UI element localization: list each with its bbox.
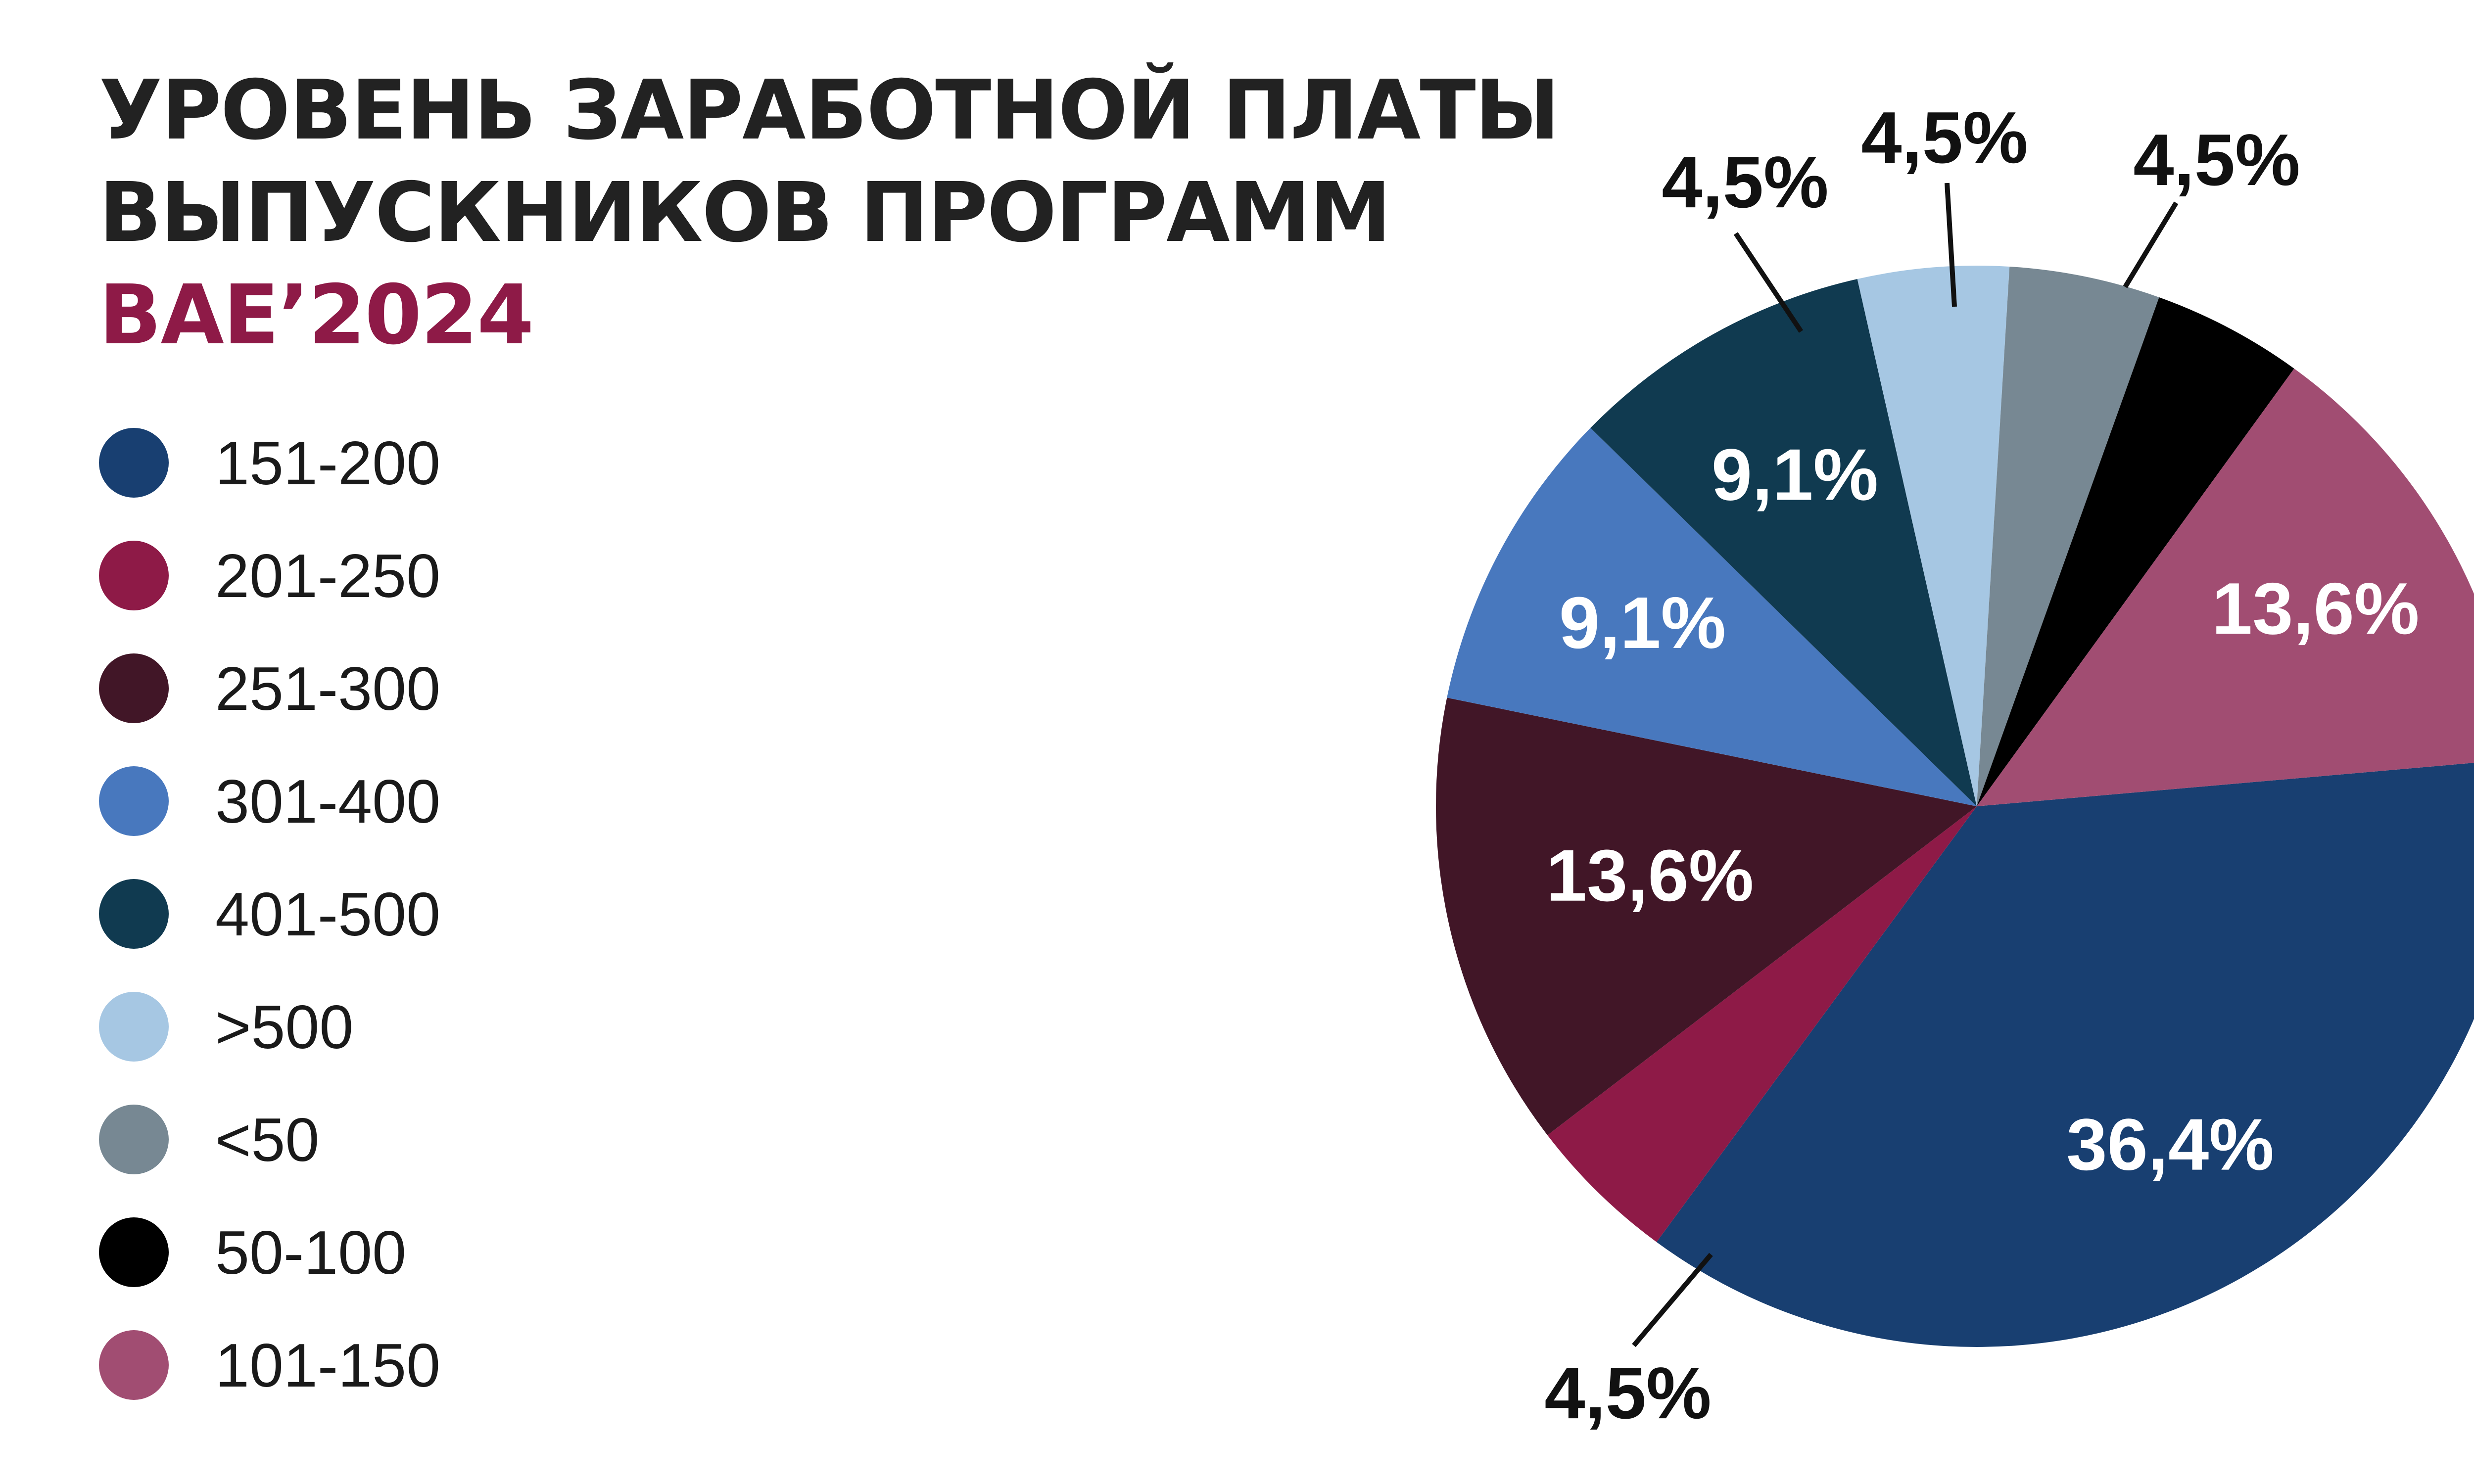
legend-swatch [99, 992, 169, 1062]
legend-swatch [99, 1217, 169, 1287]
chart-title: УРОВЕНЬ ЗАРАБОТНОЙ ПЛАТЫ ВЫПУСКНИКОВ ПРО… [99, 59, 1560, 367]
slice-label: 4,5% [1861, 97, 2028, 179]
legend-swatch [99, 1105, 169, 1174]
slice-label: 13,6% [2212, 568, 2420, 649]
pie-slice [1547, 806, 1977, 1242]
pie-slice [1656, 763, 2474, 1347]
slice-label: 9,1% [1559, 582, 1726, 664]
pie-slice [1977, 297, 2294, 807]
slice-label: 4,5% [2133, 119, 2300, 201]
legend-label: >500 [215, 993, 354, 1062]
pie-slice [1857, 265, 2010, 806]
slice-label: 4,5% [1662, 141, 1828, 223]
legend-label: 401-500 [215, 881, 441, 949]
slice-label: 4,5% [1544, 1352, 1711, 1434]
legend-label: 151-200 [215, 429, 441, 498]
legend-swatch [99, 879, 169, 949]
legend-label: <50 [215, 1106, 320, 1174]
title-line-2: ВЫПУСКНИКОВ ПРОГРАММ [99, 165, 1391, 261]
pie-slice [1447, 428, 1977, 806]
legend-label: 101-150 [215, 1332, 441, 1400]
leader-line [1632, 1252, 1713, 1347]
legend-swatch [99, 428, 169, 498]
pie-slice [1436, 697, 1977, 1135]
legend-swatch [99, 1330, 169, 1400]
pie-slice [1977, 267, 2159, 806]
legend-label: 301-400 [215, 768, 441, 836]
legend-swatch [99, 766, 169, 836]
legend-swatch [99, 541, 169, 610]
legend-label: 201-250 [215, 542, 441, 610]
leader-line [1945, 183, 1957, 307]
title-line-1: УРОВЕНЬ ЗАРАБОТНОЙ ПЛАТЫ [99, 63, 1560, 158]
pie-slices [1436, 265, 2474, 1347]
legend-label: 251-300 [215, 655, 441, 723]
pie-slice [1977, 369, 2474, 806]
legend-label: 50-100 [215, 1219, 407, 1287]
pie-slice [1590, 278, 1977, 806]
title-line-3: ВАЕ’2024 [99, 268, 534, 363]
leader-line [1733, 232, 1804, 333]
slice-label: 9,1% [1712, 434, 1878, 516]
leader-line [2123, 201, 2179, 288]
slice-label: 36,4% [2066, 1104, 2274, 1186]
legend-swatch [99, 653, 169, 723]
slice-label: 13,6% [1546, 835, 1754, 917]
pie-labels: 36,4% 4,5% 13,6% 9,1% 9,1% 4,5% 4,5% 4,5% 13,6% [1544, 97, 2419, 1434]
